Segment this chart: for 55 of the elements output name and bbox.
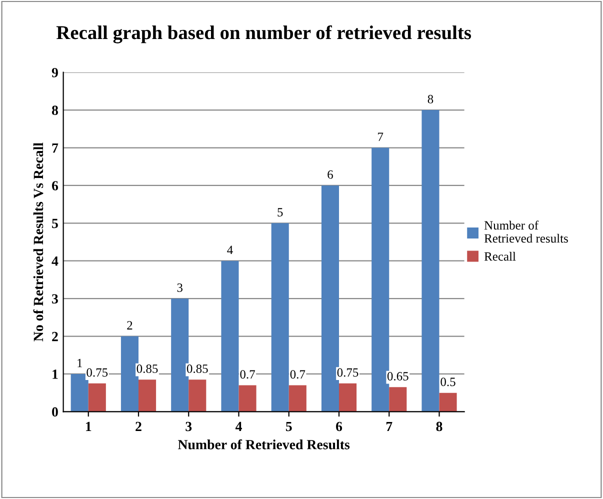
y-tick-label: 6 (52, 181, 58, 190)
y-tick-label: 0 (52, 407, 58, 417)
bar (339, 383, 357, 412)
bar (422, 110, 440, 412)
y-tick-label: 3 (52, 294, 58, 304)
data-label: 0.75 (337, 368, 358, 377)
data-label: 1 (78, 358, 82, 368)
data-label: 7 (378, 132, 384, 141)
data-label: 2 (127, 321, 132, 330)
data-label: 0.75 (86, 368, 108, 377)
bar (288, 385, 306, 412)
data-label: 0.65 (387, 372, 408, 381)
x-tick-label: 1 (86, 422, 92, 432)
bar (271, 223, 289, 412)
bar (70, 374, 88, 412)
y-tick-label: 7 (52, 143, 58, 153)
data-label: 0.7 (240, 370, 255, 379)
y-tick-label: 4 (52, 256, 58, 266)
y-tick-label: 1 (52, 370, 58, 379)
y-tick-label: 9 (52, 68, 58, 78)
bar (238, 385, 256, 412)
y-tick-label: 5 (52, 218, 58, 228)
data-label: 8 (428, 94, 434, 104)
x-tick-label: 6 (336, 422, 342, 432)
x-axis-title: Number of Retrieved Results (178, 439, 350, 450)
bar (120, 336, 138, 412)
data-label: 0.7 (290, 370, 306, 379)
data-label: 6 (328, 170, 333, 179)
data-label: 4 (227, 246, 233, 254)
chart-title: Recall graph based on number of retrieved results (56, 25, 472, 44)
y-tick-label: 8 (52, 106, 58, 116)
legend-label: Number of Retrieved results (484, 220, 568, 243)
bar (321, 185, 339, 412)
x-tick-label: 5 (286, 422, 292, 432)
bar (171, 298, 189, 412)
bar (88, 383, 106, 412)
bar (372, 148, 390, 412)
bar (389, 387, 407, 412)
y-tick-label: 2 (52, 332, 58, 342)
data-label: 0.5 (440, 378, 456, 386)
bar (221, 260, 239, 412)
bar (188, 380, 206, 412)
data-label: 3 (177, 283, 182, 292)
x-tick-label: 3 (186, 422, 192, 432)
data-label: 0.85 (186, 364, 208, 373)
bar (138, 380, 156, 412)
x-tick-label: 2 (136, 422, 142, 432)
data-label: 0.85 (136, 364, 158, 373)
x-tick-label: 7 (386, 422, 392, 432)
x-tick-label: 8 (436, 422, 442, 432)
x-tick-label: 4 (235, 422, 242, 432)
y-axis-title: No of Retrieved Results Vs Recall (33, 142, 44, 342)
data-label: 5 (278, 208, 283, 216)
legend-label: Recall (484, 252, 516, 261)
bar (439, 392, 457, 412)
